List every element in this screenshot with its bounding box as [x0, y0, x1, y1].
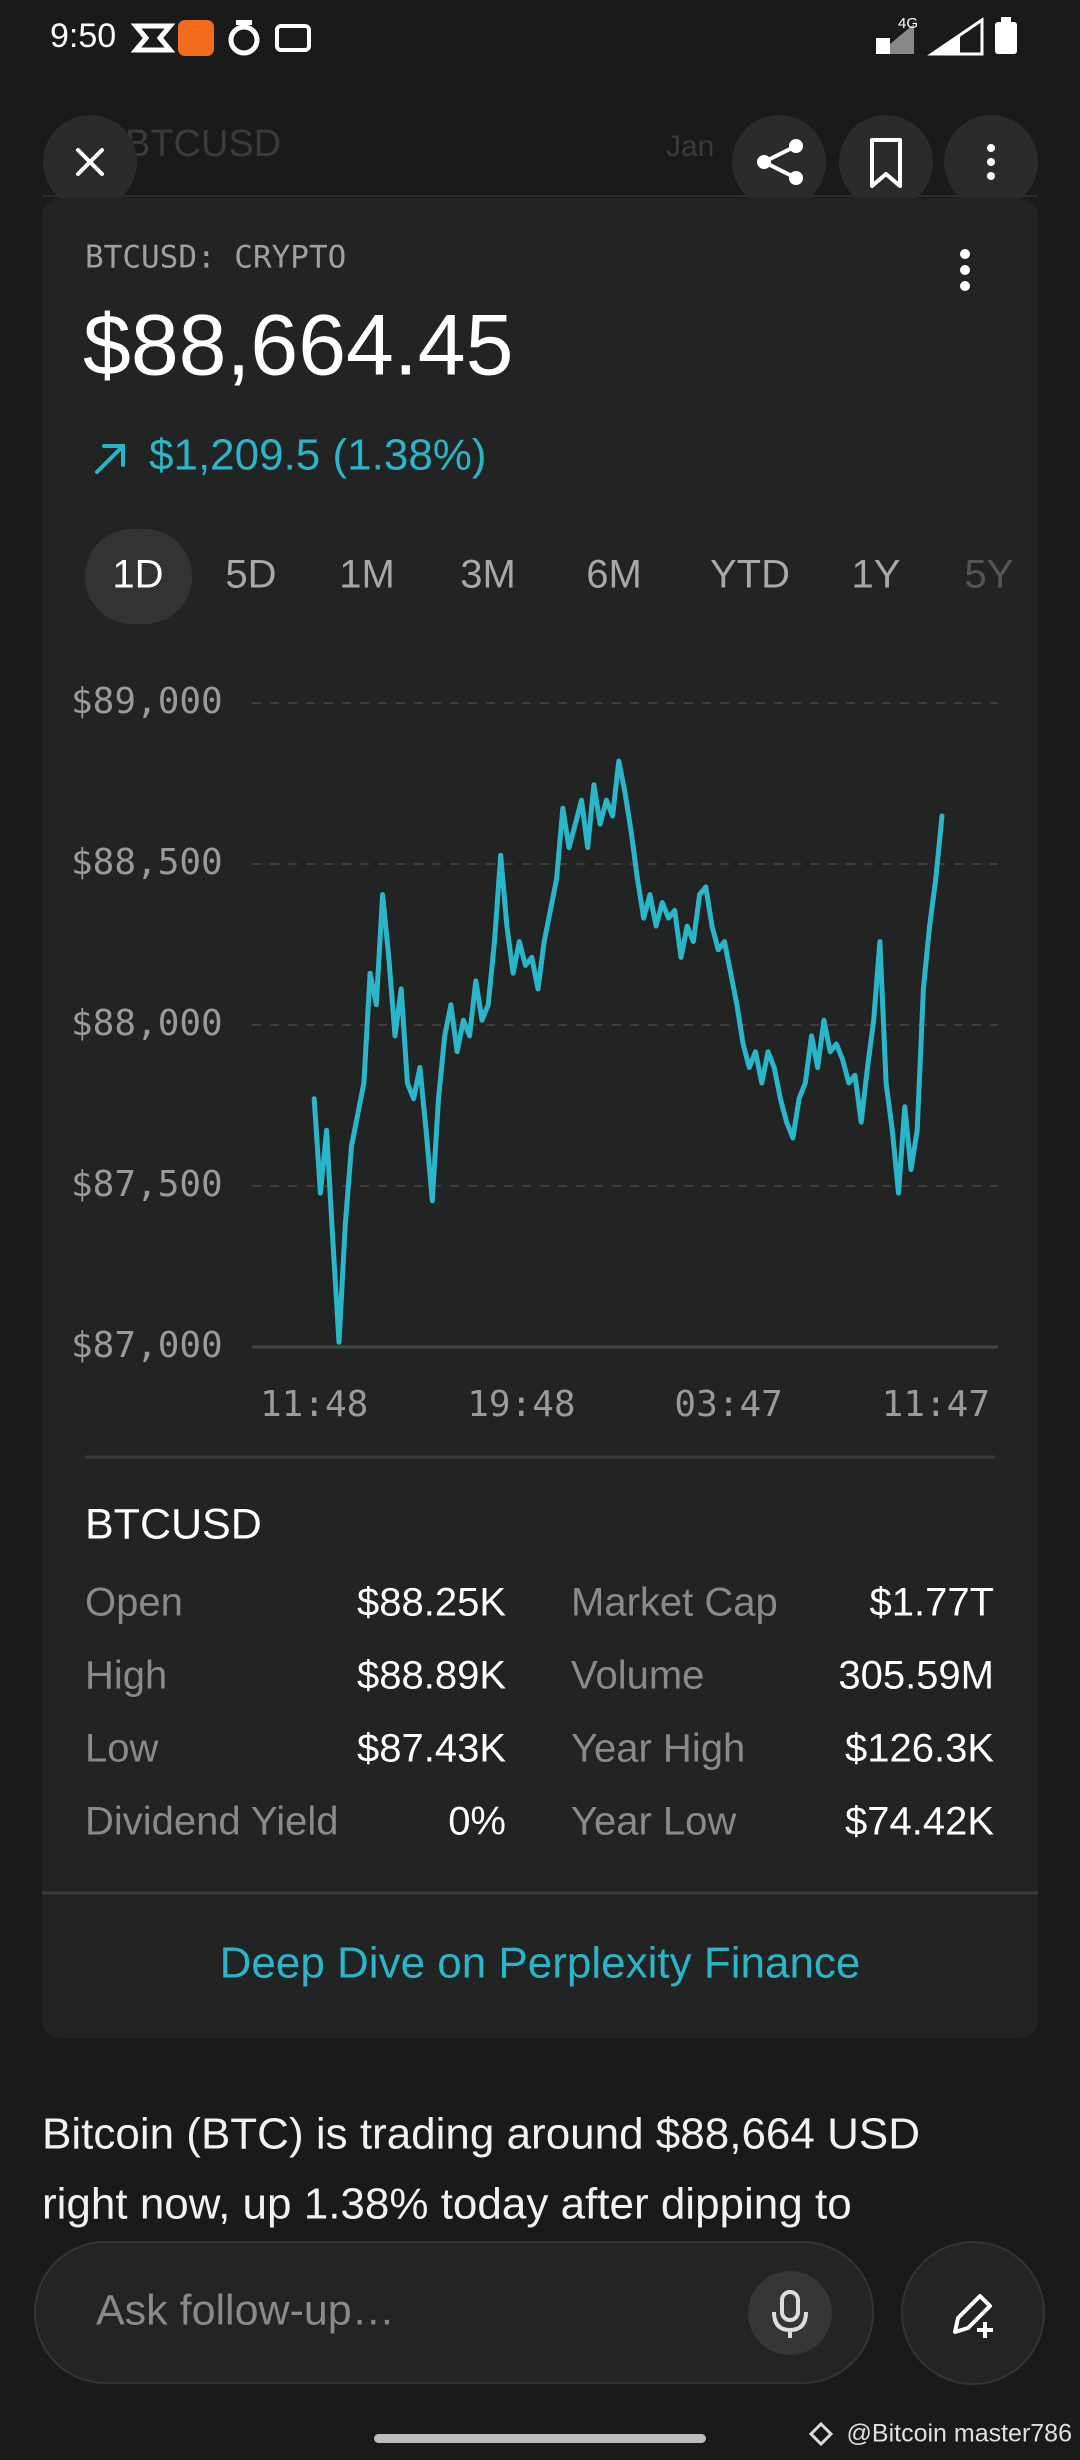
header-date: Jan — [666, 130, 714, 163]
bookmark-button[interactable] — [839, 115, 933, 209]
answer-line: Bitcoin (BTC) is trading around $88,664 … — [42, 2110, 920, 2159]
range-tab[interactable]: 3M — [460, 553, 516, 597]
stat-label: High — [85, 1654, 167, 1698]
y-tick-label: $87,500 — [71, 1164, 223, 1205]
stat-label: Dividend Yield — [85, 1800, 339, 1844]
stat-value: $87.43K — [357, 1727, 506, 1771]
stat-label: Year High — [571, 1727, 745, 1771]
header-title: BTCUSD — [125, 123, 281, 165]
symbol: BTCUSD: CRYPTO — [85, 240, 346, 276]
stat-value: $74.42K — [845, 1800, 994, 1844]
stat-label: Open — [85, 1581, 183, 1625]
y-tick-label: $87,000 — [71, 1325, 223, 1366]
stat-label: Year Low — [571, 1800, 736, 1844]
stat-value: $126.3K — [845, 1727, 994, 1771]
new-thread-button[interactable] — [901, 2241, 1045, 2385]
stat-value: $1.77T — [869, 1581, 994, 1625]
range-tab[interactable]: 1M — [339, 553, 395, 597]
finance-card — [42, 198, 1038, 2038]
home-indicator — [374, 2434, 706, 2443]
watermark-icon — [808, 2421, 834, 2447]
stat-label: Market Cap — [571, 1581, 778, 1625]
mic-button[interactable] — [748, 2271, 832, 2355]
change: $1,209.5 (1.38%) — [149, 431, 487, 480]
x-tick-label: 19:48 — [467, 1384, 575, 1425]
price-line — [311, 758, 945, 1345]
stats-title: BTCUSD — [85, 1500, 262, 1548]
stat-value: $88.89K — [357, 1654, 506, 1698]
input-placeholder: Ask follow-up… — [96, 2286, 395, 2334]
change-arrow — [95, 444, 125, 474]
price: $88,664.45 — [83, 298, 513, 394]
x-tick-label: 11:48 — [260, 1384, 368, 1425]
stat-value: 305.59M — [838, 1654, 994, 1698]
close-button[interactable] — [43, 115, 137, 209]
y-tick-label: $88,000 — [71, 1003, 223, 1044]
status-network: 4G — [898, 15, 918, 32]
range-tab[interactable]: YTD — [710, 553, 790, 597]
more-button[interactable] — [944, 115, 1038, 209]
status-time: 9:50 — [50, 17, 116, 55]
stat-label: Volume — [571, 1654, 704, 1698]
range-tab[interactable]: 1Y — [852, 553, 901, 597]
stat-label: Low — [85, 1727, 158, 1771]
finance-link[interactable]: Deep Dive on Perplexity Finance — [220, 1939, 861, 1988]
y-tick-label: $89,000 — [71, 681, 223, 722]
status-icons — [130, 17, 1017, 56]
input-box[interactable] — [34, 2241, 874, 2384]
range-tab[interactable]: 5Y — [965, 553, 1014, 597]
answer-line: right now, up 1.38% today after dipping … — [42, 2180, 852, 2229]
card-menu[interactable] — [960, 249, 970, 291]
range-tab[interactable]: 1D — [112, 553, 163, 597]
x-tick-label: 03:47 — [674, 1384, 782, 1425]
stat-value: 0% — [448, 1800, 506, 1844]
x-tick-label: 11:47 — [882, 1384, 990, 1425]
range-tab-selected — [85, 529, 192, 624]
stat-value: $88.25K — [357, 1581, 506, 1625]
range-tab[interactable]: 6M — [586, 553, 642, 597]
watermark: @Bitcoin master786 — [847, 2420, 1072, 2448]
share-button[interactable] — [732, 115, 826, 209]
y-tick-label: $88,500 — [71, 842, 223, 883]
range-tab[interactable]: 5D — [225, 553, 276, 597]
